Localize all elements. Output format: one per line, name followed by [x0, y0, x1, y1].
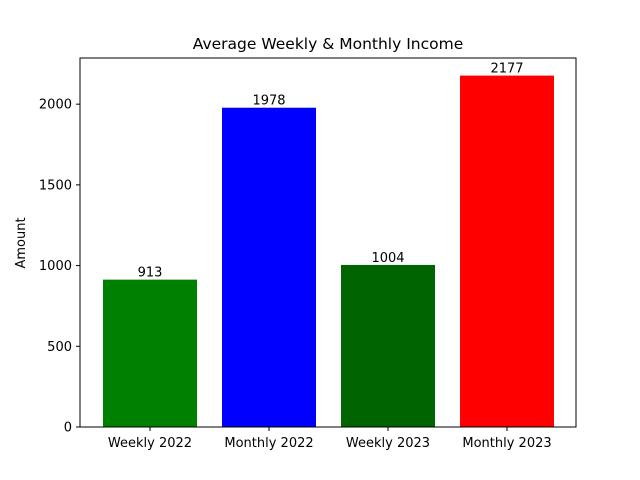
bars-layer: [103, 75, 554, 428]
y-tick-label: 500: [47, 340, 72, 355]
y-axis-label: Amount: [14, 217, 29, 268]
data-label: 2177: [490, 62, 523, 77]
data-label: 913: [138, 266, 163, 281]
plot-frame: [79, 57, 577, 428]
x-tick-label: Weekly 2022: [108, 436, 192, 451]
y-tick-label: 2000: [39, 98, 72, 113]
x-tick-label: Monthly 2022: [224, 436, 313, 451]
y-axis-ticks: 0 500 1000 1500 2000: [39, 98, 80, 436]
x-tick-label: Weekly 2023: [346, 436, 430, 451]
bar-monthly-2023: [460, 75, 554, 428]
data-label: 1978: [252, 94, 285, 109]
bar-monthly-2022: [222, 107, 316, 427]
y-tick-label: 1500: [39, 178, 72, 193]
y-tick-label: 1000: [39, 259, 72, 274]
data-labels: 913 1978 1004 2177: [138, 62, 524, 281]
x-tick-label: Monthly 2023: [462, 436, 551, 451]
data-label: 1004: [371, 251, 404, 266]
y-tick-label: 0: [64, 421, 72, 436]
chart-title: Average Weekly & Monthly Income: [193, 35, 464, 53]
x-axis-ticks: Weekly 2022 Monthly 2022 Weekly 2023 Monthl…: [108, 427, 552, 451]
bar-weekly-2023: [341, 264, 435, 427]
bar-weekly-2022: [103, 279, 197, 427]
